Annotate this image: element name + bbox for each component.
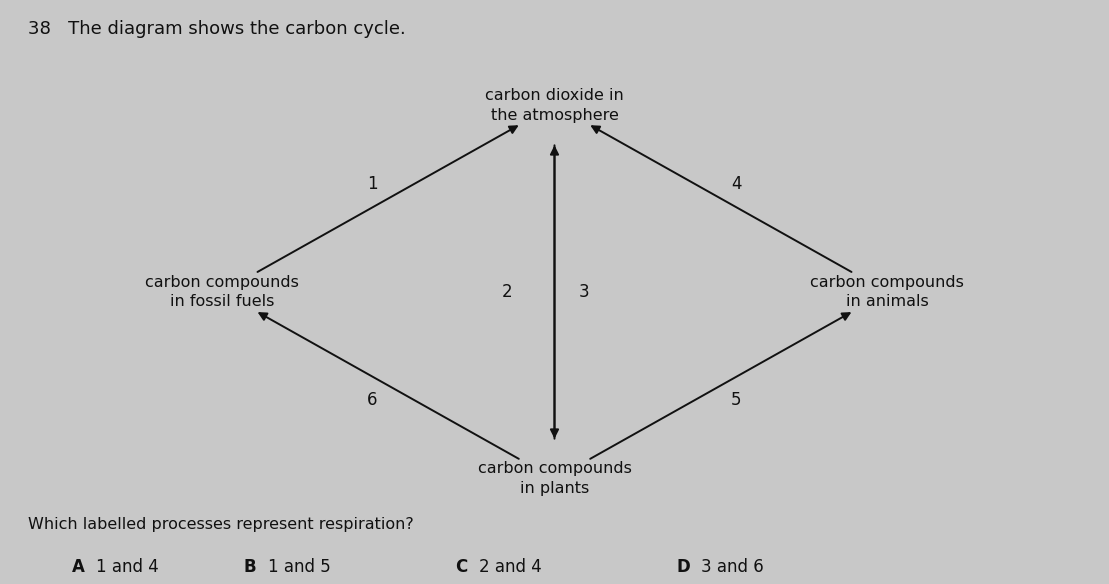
- Text: 5: 5: [731, 391, 742, 409]
- Text: 6: 6: [367, 391, 378, 409]
- Text: carbon compounds
in plants: carbon compounds in plants: [478, 461, 631, 496]
- Text: A: A: [72, 558, 85, 576]
- Text: carbon compounds
in animals: carbon compounds in animals: [811, 274, 964, 310]
- Text: B: B: [244, 558, 256, 576]
- Text: C: C: [455, 558, 467, 576]
- Text: D: D: [676, 558, 690, 576]
- Text: 3: 3: [579, 283, 590, 301]
- Text: 4: 4: [731, 175, 742, 193]
- Text: 2: 2: [501, 283, 512, 301]
- Text: 3 and 6: 3 and 6: [701, 558, 764, 576]
- Text: carbon dioxide in
the atmosphere: carbon dioxide in the atmosphere: [485, 88, 624, 123]
- Text: 1: 1: [367, 175, 378, 193]
- Text: 38   The diagram shows the carbon cycle.: 38 The diagram shows the carbon cycle.: [28, 20, 406, 39]
- Text: 1 and 5: 1 and 5: [268, 558, 332, 576]
- Text: Which labelled processes represent respiration?: Which labelled processes represent respi…: [28, 517, 414, 532]
- Text: 2 and 4: 2 and 4: [479, 558, 542, 576]
- Text: carbon compounds
in fossil fuels: carbon compounds in fossil fuels: [145, 274, 298, 310]
- Text: 1 and 4: 1 and 4: [96, 558, 160, 576]
